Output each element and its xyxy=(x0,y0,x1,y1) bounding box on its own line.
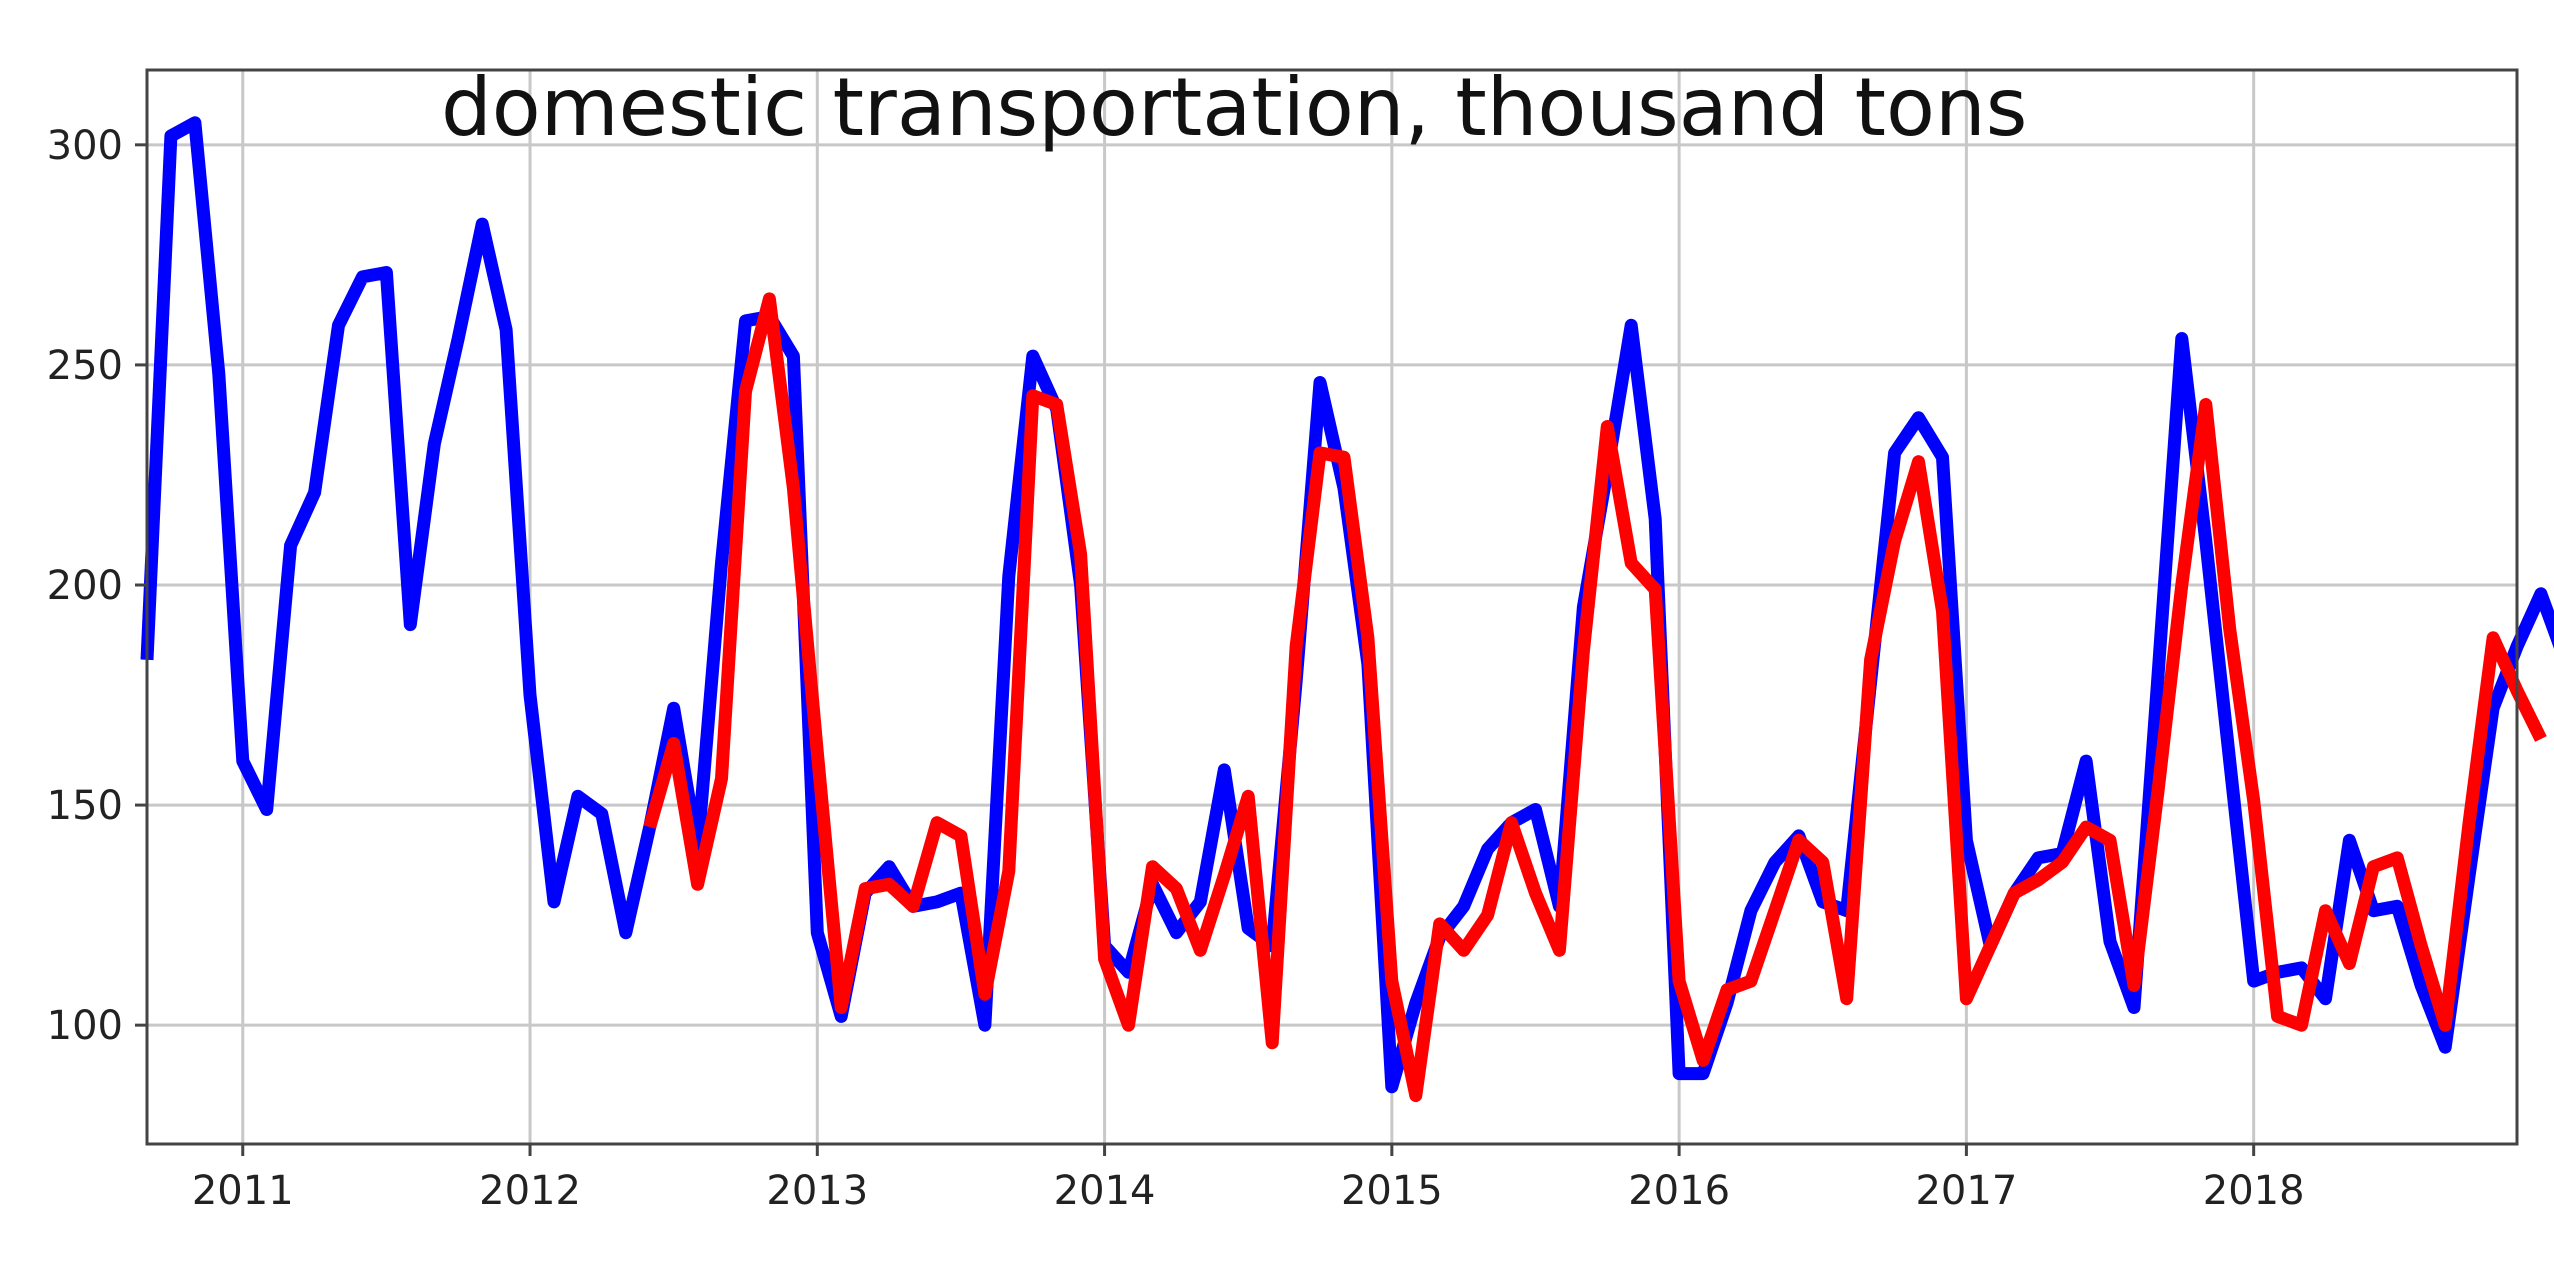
x-tick-label: 2011 xyxy=(192,1168,294,1214)
y-tick-label: 100 xyxy=(47,1003,123,1049)
x-tick-label: 2016 xyxy=(1628,1168,1730,1214)
y-tick-label: 300 xyxy=(47,123,123,169)
x-tick-label: 2018 xyxy=(2203,1168,2305,1214)
x-tick-label: 2012 xyxy=(479,1168,581,1214)
plot-frame xyxy=(145,68,2519,1146)
chart-title: domestic transportation, thousand tons xyxy=(441,61,2027,154)
series-lines xyxy=(140,116,2554,1103)
y-tick-label: 150 xyxy=(47,783,123,829)
axis-ticks: 100 150 200 250 300 2011 2012 2013 2014 2015 2016 2… xyxy=(47,123,2305,1214)
series-line-2 xyxy=(643,292,2547,1103)
x-tick-label: 2017 xyxy=(1915,1168,2017,1214)
series-line-1 xyxy=(140,116,2554,1094)
x-tick-label: 2013 xyxy=(766,1168,868,1214)
y-tick-label: 250 xyxy=(47,343,123,389)
x-tick-label: 2015 xyxy=(1341,1168,1443,1214)
x-tick-label: 2014 xyxy=(1054,1168,1156,1214)
y-tick-label: 200 xyxy=(47,563,123,609)
